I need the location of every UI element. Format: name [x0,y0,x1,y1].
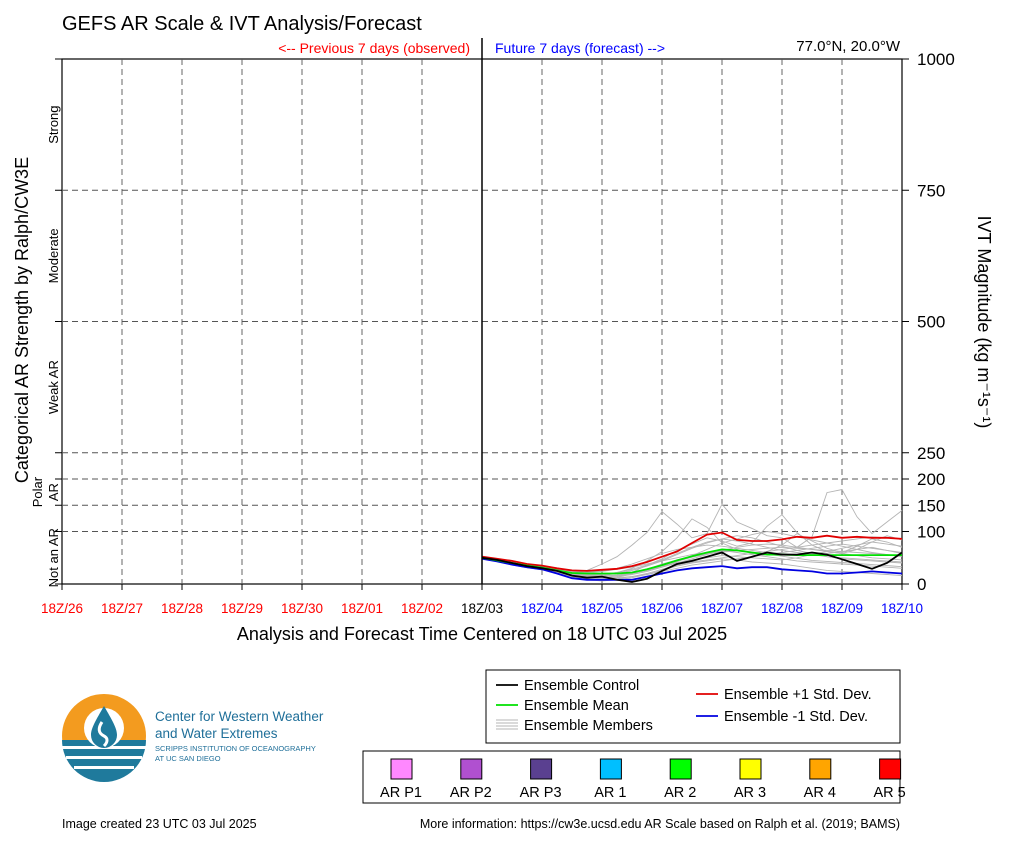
more-info-note: More information: https://cw3e.ucsd.edu … [420,817,900,831]
x-tick-label: 18Z/04 [521,601,564,616]
x-tick-label: 18Z/30 [281,601,323,616]
previous-days-label: <-- Previous 7 days (observed) [278,40,470,56]
legend-label: Ensemble Mean [524,698,629,714]
ar-scale-label: AR 4 [804,785,836,801]
y-axis-ticks: 0 100 150 200 250 500 750 1000 [55,50,955,594]
ar-category-label: Strong [46,105,61,143]
x-tick-label: 18Z/28 [161,601,203,616]
logo-drop-icon [91,706,117,748]
y-tick-label: 750 [917,181,945,200]
x-tick-label: 18Z/02 [401,601,443,616]
x-tick-label: 18Z/07 [701,601,743,616]
x-tick-label: 18Z/06 [641,601,683,616]
ar-scale-label: AR 3 [734,785,766,801]
x-tick-label: 18Z/08 [761,601,803,616]
ar-scale-swatch [530,758,553,780]
location-label: 77.0°N, 20.0°W [796,38,901,55]
logo-waves-icon [62,740,146,782]
ar-category-label: AR [46,483,61,501]
ar-scale-label: AR 5 [873,785,905,801]
legend-label: Ensemble +1 Std. Dev. [724,687,872,703]
x-tick-label: 18Z/05 [581,601,623,616]
y-tick-label: 200 [917,470,945,489]
ar-category-labels: Not an AR Polar AR Weak AR Moderate Strong [30,105,61,587]
ar-scale-label: AR P2 [450,785,492,801]
ensemble-plus-sd-line [481,531,903,572]
y-tick-label: 100 [917,523,945,542]
logo-line2: and Water Extremes [155,726,278,741]
x-tick-label: 18Z/01 [341,601,383,616]
y-axis-label-left: Categorical AR Strength by Ralph/CW3E [12,157,32,483]
ar-category-label: Polar [30,476,45,507]
x-axis-ticks: 18Z/26 18Z/27 18Z/28 18Z/29 18Z/30 18Z/01 18Z/… [41,584,923,616]
future-days-label: Future 7 days (forecast) --> [495,40,665,56]
cw3e-logo: Center for Western Weather and Water Ext… [62,694,324,782]
legend-label: Ensemble Members [524,718,653,734]
x-tick-label: 18Z/26 [41,601,83,616]
y-tick-label: 150 [917,496,945,515]
ar-scale-label: AR P1 [380,785,422,801]
ensemble-minus-sd-line [481,557,903,581]
ar-scale-swatch [390,758,413,780]
legend-entries: Ensemble Control Ensemble Mean Ensemble Me… [496,678,872,734]
y-axis-label-right: IVT Magnitude (kg m⁻¹s⁻¹) [974,216,994,429]
ar-category-label: Weak AR [46,360,61,414]
x-tick-label: 18Z/09 [821,601,863,616]
ar-scale-label: AR 1 [594,785,626,801]
ensemble-series [481,531,903,583]
ar-scale-label: AR 2 [664,785,696,801]
logo-line1: Center for Western Weather [155,709,324,724]
ar-category-label: Not an AR [46,528,61,587]
x-tick-label: 18Z/29 [221,601,263,616]
ar-scale-swatch [460,758,483,780]
ar-category-label: Moderate [46,228,61,283]
logo-sub2: AT UC SAN DIEGO [155,754,221,763]
y-tick-label: 250 [917,444,945,463]
ensemble-control-line [481,551,903,583]
ar-scale-swatch [739,758,762,780]
logo-sub1: SCRIPPS INSTITUTION OF OCEANOGRAPHY [155,744,316,753]
ar-scale-swatch [809,758,832,780]
y-tick-label: 1000 [917,50,955,69]
ar-scale-swatch [599,758,622,780]
y-tick-label: 0 [917,575,926,594]
ensemble-members [481,488,903,582]
legend-label: Ensemble -1 Std. Dev. [724,709,868,725]
legend-label: Ensemble Control [524,678,639,694]
legend-box [485,669,901,744]
ar-scale-swatches: AR P1 AR P2 AR P3 AR 1 AR 2 AR 3 AR 4 AR 5 [380,758,906,801]
ar-scale-swatch [879,758,902,780]
x-tick-label: 18Z/27 [101,601,143,616]
ar-scale-label: AR P3 [520,785,562,801]
x-axis-label: Analysis and Forecast Time Centered on 1… [237,624,727,644]
chart-title: GEFS AR Scale & IVT Analysis/Forecast [62,13,422,35]
ar-scale-swatch [669,758,692,780]
x-tick-label: 18Z/10 [881,601,923,616]
created-note: Image created 23 UTC 03 Jul 2025 [62,817,257,831]
y-tick-label: 500 [917,313,945,332]
x-tick-label: 18Z/03 [461,601,503,616]
